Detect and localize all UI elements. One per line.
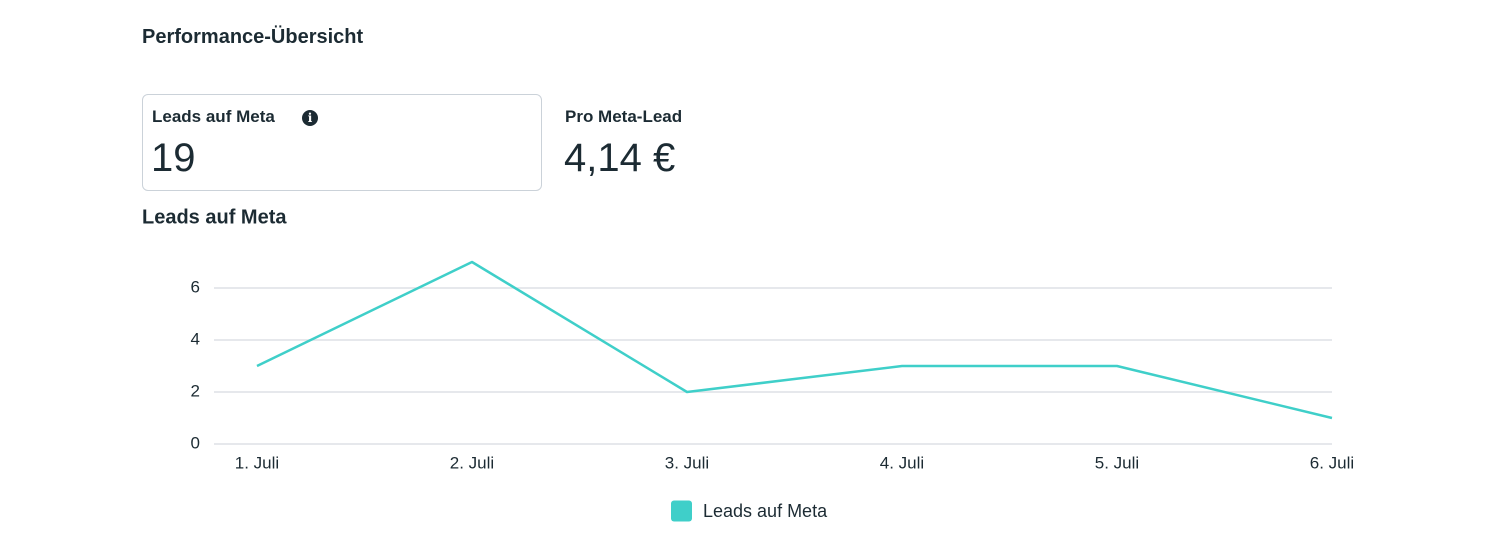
y-tick-label: 4 [191,329,200,348]
metric-card[interactable] [142,94,542,191]
legend-label: Leads auf Meta [703,501,828,521]
y-tick-label: 6 [191,277,200,296]
metric-value: 4,14 € [564,136,676,180]
x-tick-label: 2. Juli [450,453,494,472]
metric-value: 19 [151,136,196,180]
y-tick-label: 2 [191,381,200,400]
data-line [256,260,1333,420]
legend-swatch [671,500,692,522]
x-tick-label: 6. Juli [1310,453,1354,472]
info-icon[interactable]: i [302,110,318,126]
x-tick-label: 4. Juli [880,453,924,472]
metric-label: Leads auf Meta [152,107,275,126]
chart-title: Leads auf Meta [142,206,287,228]
x-tick-label: 1. Juli [235,453,279,472]
metric-label: Pro Meta-Lead [565,107,683,126]
x-tick-label: 3. Juli [665,453,709,472]
y-tick-label: 0 [191,433,200,452]
x-tick-label: 5. Juli [1095,453,1139,472]
page-title: Performance-Übersicht [142,26,364,48]
